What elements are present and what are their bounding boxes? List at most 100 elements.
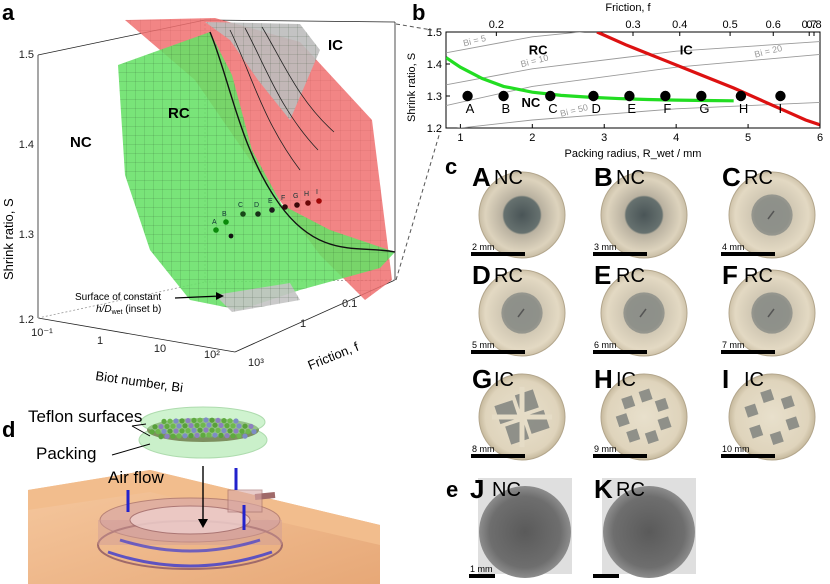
- z-axis-label: Shrink ratio, S: [1, 198, 16, 280]
- bead: [248, 423, 254, 429]
- bead: [164, 423, 170, 429]
- label-teflon: Teflon surfaces: [28, 407, 142, 426]
- x-tick-5: 10³: [248, 357, 264, 369]
- tile-letter: K: [594, 474, 613, 504]
- bead: [212, 432, 218, 438]
- tile-letter: I: [722, 364, 729, 394]
- scale-label: 4 mm: [722, 242, 745, 252]
- x-tick-3: 10: [154, 343, 166, 355]
- y-tick-1: 1: [300, 318, 306, 330]
- chart-point-label-i: I: [778, 101, 782, 116]
- point-k-3d: [228, 233, 234, 239]
- region-nc-3d: NC: [70, 134, 92, 151]
- chart-point-c: [545, 90, 556, 102]
- photo-tile-k: K RC: [592, 474, 702, 578]
- chart-point-b: [498, 90, 509, 102]
- bead: [230, 423, 236, 429]
- chart-ytick-label: 1.4: [427, 59, 442, 71]
- bead: [224, 423, 230, 429]
- bead: [221, 428, 227, 434]
- panel-d-label: d: [2, 417, 15, 442]
- scale-bar: [471, 454, 525, 458]
- tile-letter: H: [594, 364, 613, 394]
- bead: [230, 433, 236, 439]
- bead: [242, 423, 248, 429]
- bead: [149, 429, 155, 435]
- chart-xtick-label: 5: [745, 132, 751, 144]
- annotation-line-2: h/Dwet (inset b): [96, 304, 161, 316]
- tile-class: IC: [616, 369, 636, 391]
- bead: [212, 422, 218, 428]
- pt-label-a-3d: A: [212, 219, 217, 226]
- chart-toptick-label: 0.8: [806, 19, 821, 31]
- panel-a: a NC RC IC: [1, 0, 441, 395]
- tile-class: IC: [494, 369, 514, 391]
- bead: [206, 422, 212, 428]
- chart-xtick-label: 6: [817, 132, 823, 144]
- scale-label: 5 mm: [472, 340, 495, 350]
- panel-a-axes-box: [37, 19, 396, 353]
- chart-xtick-label: 2: [529, 132, 535, 144]
- z-tick-3: 1.3: [19, 229, 34, 241]
- y-axis-label: Friction, f: [306, 339, 362, 373]
- tile-class: RC: [744, 167, 773, 189]
- chart-ytick-label: 1.3: [427, 91, 442, 103]
- bead: [194, 432, 200, 438]
- annotation-arrow: [174, 295, 221, 299]
- bead: [227, 428, 233, 434]
- tile-class: RC: [616, 265, 645, 287]
- chart-point-label-d: D: [591, 101, 600, 116]
- scale-bar: [471, 252, 525, 256]
- bead: [218, 432, 224, 438]
- region-ic-3d: IC: [328, 37, 343, 54]
- bead: [176, 433, 182, 439]
- bead: [203, 427, 209, 433]
- bead: [221, 418, 227, 424]
- bead: [161, 428, 167, 434]
- scale-label: 10 mm: [722, 444, 750, 454]
- scale-bar: [593, 350, 647, 354]
- panel-e-label: e: [446, 477, 458, 502]
- bead: [215, 417, 221, 423]
- chart-region-ic: IC: [680, 42, 694, 57]
- bead: [215, 427, 221, 433]
- bead: [164, 433, 170, 439]
- label-airflow: Air flow: [108, 468, 164, 487]
- z-tick-1: 1.5: [19, 49, 34, 61]
- bead: [167, 418, 173, 424]
- chart-point-label-f: F: [663, 101, 671, 116]
- point-b-3d: [223, 219, 229, 225]
- bead: [197, 417, 203, 423]
- bead: [239, 428, 245, 434]
- chart-xtick-label: 3: [601, 132, 607, 144]
- bead: [197, 427, 203, 433]
- bead: [191, 417, 197, 423]
- bead: [200, 432, 206, 438]
- point-h-3d: [305, 200, 311, 206]
- chart-ytick-label: 1.5: [427, 27, 442, 39]
- bead: [233, 428, 239, 434]
- ring-apparatus: [97, 489, 283, 570]
- pt-label-h-3d: H: [304, 191, 309, 198]
- bead: [173, 418, 179, 424]
- series-line-0: [446, 56, 734, 103]
- tile-class: IC: [744, 369, 764, 391]
- tile-class: NC: [494, 167, 523, 189]
- bead: [251, 429, 257, 435]
- scale-bar: [471, 350, 525, 354]
- tile-letter: G: [472, 364, 492, 394]
- x-axis-label: Biot number, Bi: [95, 368, 184, 395]
- bead: [188, 423, 194, 429]
- chart-xtick-label: 1: [457, 132, 463, 144]
- packing-beads: [149, 417, 257, 440]
- scale-label: 6 mm: [594, 340, 617, 350]
- point-a-3d: [213, 227, 219, 233]
- scale-bar: [593, 574, 619, 578]
- tile-class: NC: [616, 167, 645, 189]
- region-rc-3d: RC: [168, 105, 190, 122]
- bead: [182, 433, 188, 439]
- chart-toptick-label: 0.6: [766, 19, 781, 31]
- bi-contour-3: [456, 101, 820, 128]
- pt-label-g-3d: G: [293, 193, 298, 200]
